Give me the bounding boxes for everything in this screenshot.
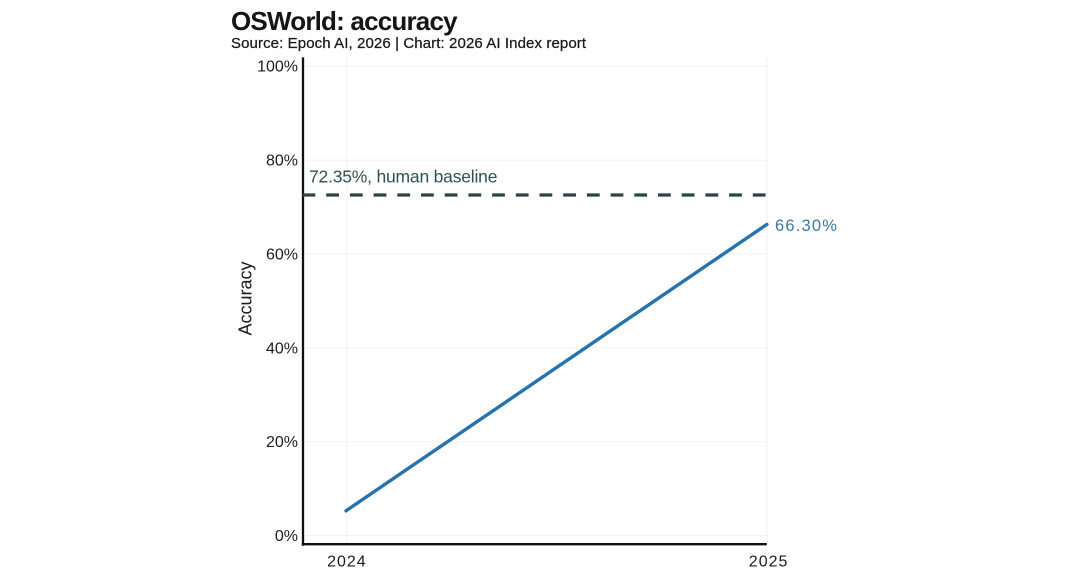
svg-text:Accuracy: Accuracy <box>236 261 256 335</box>
svg-text:2025: 2025 <box>749 554 789 571</box>
svg-text:40%: 40% <box>266 340 298 357</box>
svg-text:20%: 20% <box>266 434 298 451</box>
svg-text:OSWorld: accuracy: OSWorld: accuracy <box>231 6 458 36</box>
svg-text:72.35%, human baseline: 72.35%, human baseline <box>309 167 497 187</box>
svg-text:66.30%: 66.30% <box>775 217 838 235</box>
svg-text:Source: Epoch AI, 2026 | Chart: Source: Epoch AI, 2026 | Chart: 2026 AI … <box>231 35 587 52</box>
svg-text:0%: 0% <box>275 528 298 545</box>
svg-text:100%: 100% <box>257 59 298 76</box>
svg-text:60%: 60% <box>266 247 298 264</box>
svg-text:80%: 80% <box>266 153 298 170</box>
svg-text:2024: 2024 <box>327 554 367 571</box>
